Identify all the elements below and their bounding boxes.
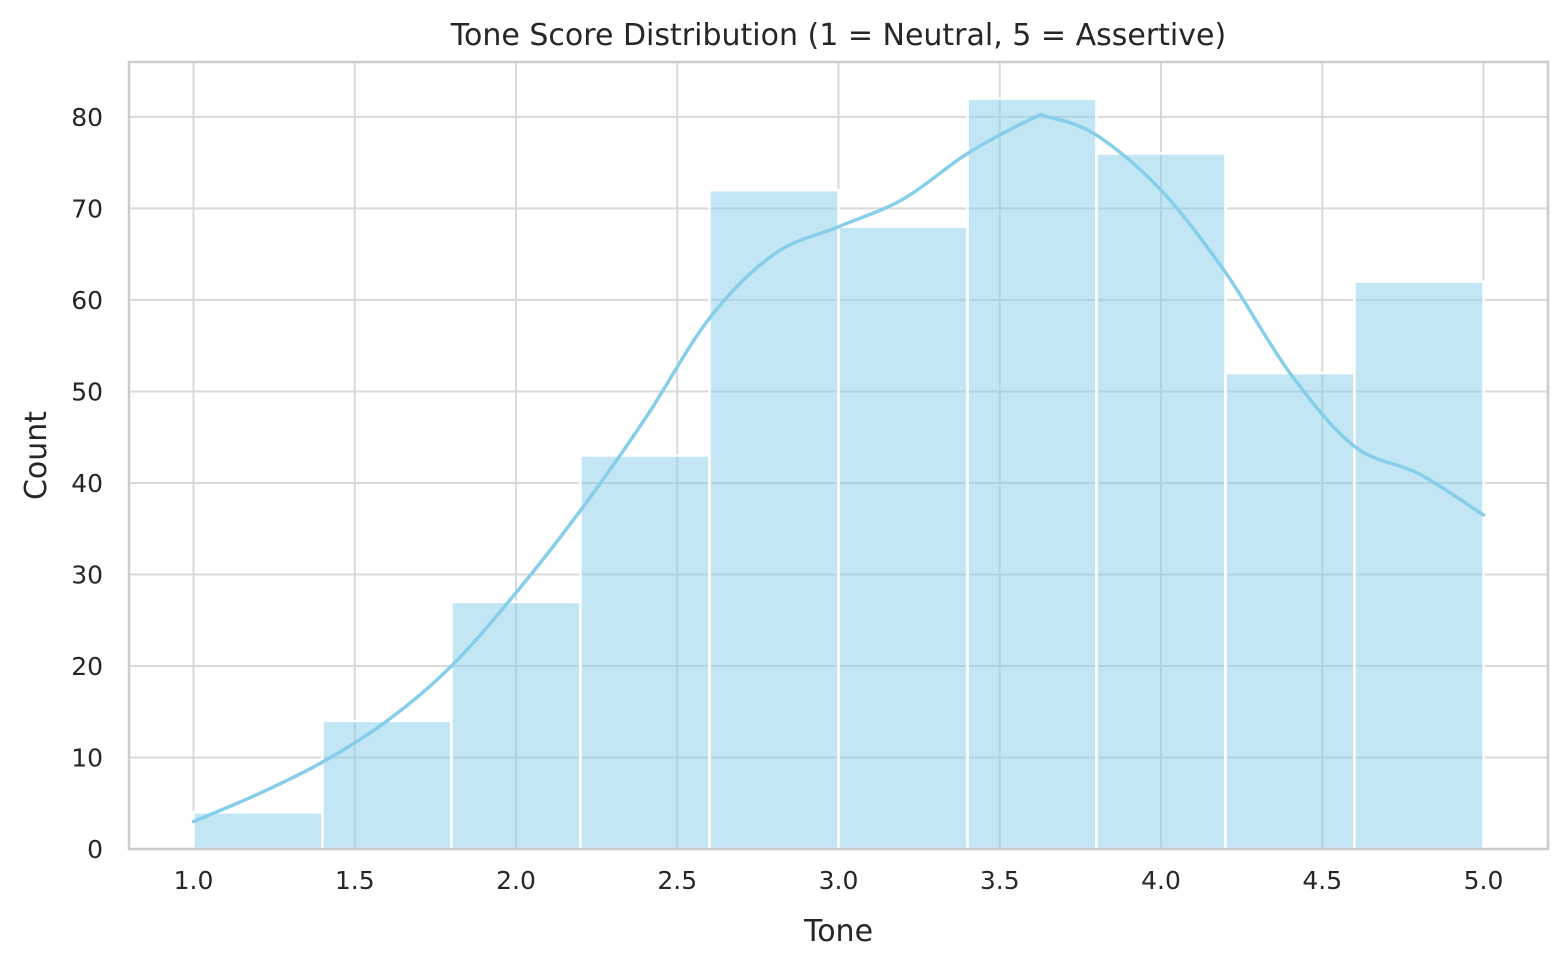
histogram-bar [579, 454, 711, 851]
y-tick-label: 0 [87, 835, 103, 864]
y-tick-label: 20 [71, 652, 103, 681]
x-tick-label: 1.0 [174, 866, 214, 895]
y-tick-label: 80 [71, 103, 103, 132]
x-tick-labels: 1.0 1.5 2.0 2.5 3.0 3.5 4.0 4.5 5.0 [174, 866, 1504, 895]
x-tick-label: 3.5 [980, 866, 1020, 895]
x-tick-label: 1.5 [335, 866, 375, 895]
x-tick-label: 5.0 [1464, 866, 1504, 895]
histogram-bar [1095, 152, 1227, 851]
histogram-bar [1224, 371, 1356, 851]
x-tick-label: 4.0 [1141, 866, 1181, 895]
histogram-bar [708, 188, 840, 851]
y-tick-label: 30 [71, 560, 103, 589]
histogram-bar [837, 225, 969, 851]
histogram-bar [1353, 280, 1485, 851]
histogram-bar [192, 811, 324, 851]
y-tick-label: 40 [71, 469, 103, 498]
x-tick-label: 3.0 [819, 866, 859, 895]
kde-line [191, 112, 1486, 824]
y-tick-label: 70 [71, 194, 103, 223]
x-tick-label: 4.5 [1302, 866, 1342, 895]
y-tick-labels: 0 10 20 30 40 50 60 70 80 [71, 103, 103, 864]
chart-title: Tone Score Distribution (1 = Neutral, 5 … [450, 18, 1226, 53]
bars [192, 97, 1485, 851]
y-tick-label: 10 [71, 743, 103, 772]
histogram-bar [966, 97, 1098, 851]
y-axis-label: Count [19, 411, 54, 500]
plot-frame [127, 60, 1550, 851]
y-tick-label: 60 [71, 286, 103, 315]
y-tick-label: 50 [71, 377, 103, 406]
x-tick-label: 2.0 [496, 866, 536, 895]
histogram-bar [450, 600, 582, 851]
x-axis-label: Tone [803, 914, 873, 949]
x-tick-label: 2.5 [657, 866, 697, 895]
kde-curve-layer [191, 112, 1486, 824]
histogram-bar [321, 719, 453, 851]
